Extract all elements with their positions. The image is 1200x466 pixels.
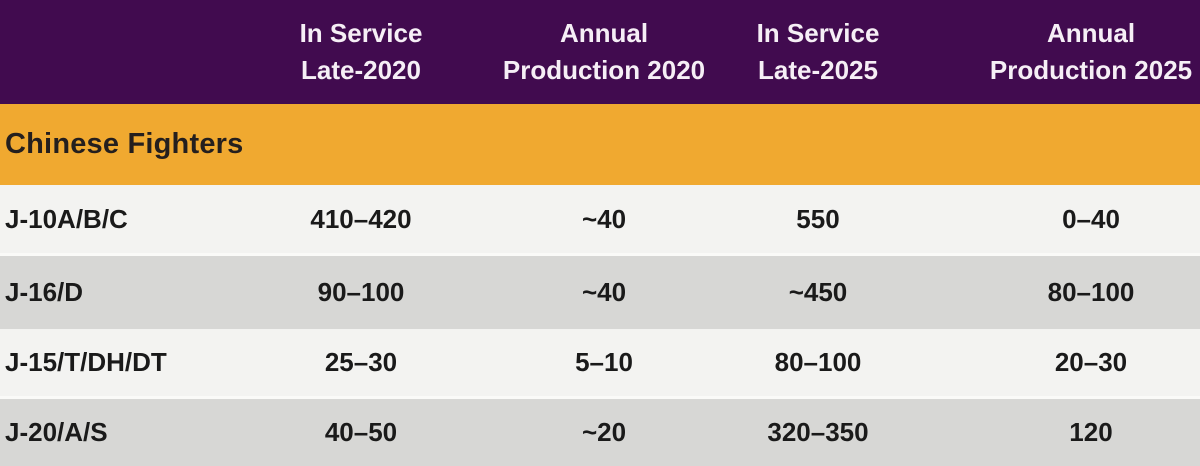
row-label: J-10A/B/C bbox=[5, 203, 128, 234]
header-line: Production 2025 bbox=[989, 55, 1193, 85]
cell-value: 80–100 bbox=[774, 347, 862, 377]
header-annual-production-2025: Annual Production 2025 bbox=[910, 15, 1200, 89]
row-divider bbox=[0, 396, 1200, 399]
cell-value: 25–30 bbox=[324, 347, 398, 377]
cell-value: 0–40 bbox=[1062, 203, 1120, 234]
row-divider bbox=[0, 253, 1200, 256]
table-row: J-15/T/DH/DT 25–30 5–10 80–100 20–30 bbox=[0, 329, 1200, 396]
cell-value: 120 bbox=[1069, 417, 1113, 447]
header-line: Annual bbox=[559, 18, 649, 48]
header-line: Annual bbox=[1046, 18, 1136, 48]
section-row-chinese-fighters: Chinese Fighters bbox=[0, 104, 1200, 185]
header-line: Late-2025 bbox=[758, 55, 878, 85]
header-in-service-2020: In Service Late-2020 bbox=[240, 15, 482, 89]
cell-value: 90–100 bbox=[317, 277, 405, 307]
cell-value: ~40 bbox=[581, 277, 627, 307]
row-label: J-15/T/DH/DT bbox=[5, 347, 167, 377]
table-header-row: In Service Late-2020 Annual Production 2… bbox=[0, 0, 1200, 104]
header-annual-production-2020: Annual Production 2020 bbox=[482, 15, 726, 89]
cell-value: 20–30 bbox=[1054, 347, 1128, 377]
table-row: J-10A/B/C 410–420 ~40 550 0–40 bbox=[0, 185, 1200, 253]
header-in-service-2025: In Service Late-2025 bbox=[726, 15, 910, 89]
cell-value: 40–50 bbox=[324, 417, 398, 447]
row-label: J-20/A/S bbox=[5, 417, 108, 447]
cell-value: 550 bbox=[796, 203, 840, 234]
header-line: Late-2020 bbox=[301, 55, 421, 85]
header-line: In Service bbox=[299, 18, 423, 48]
table-row: J-16/D 90–100 ~40 ~450 80–100 bbox=[0, 256, 1200, 329]
cell-value: ~450 bbox=[788, 277, 848, 307]
cell-value: 5–10 bbox=[575, 347, 633, 377]
cell-value: 320–350 bbox=[767, 417, 869, 447]
header-line: Production 2020 bbox=[502, 55, 706, 85]
cell-value: ~20 bbox=[581, 417, 627, 447]
cell-value: ~40 bbox=[581, 203, 627, 234]
row-label: J-16/D bbox=[5, 277, 84, 307]
section-title: Chinese Fighters bbox=[5, 128, 244, 160]
table-row: J-20/A/S 40–50 ~20 320–350 120 bbox=[0, 399, 1200, 466]
cell-value: 80–100 bbox=[1047, 277, 1135, 307]
header-line: In Service bbox=[756, 18, 880, 48]
cell-value: 410–420 bbox=[310, 203, 412, 234]
